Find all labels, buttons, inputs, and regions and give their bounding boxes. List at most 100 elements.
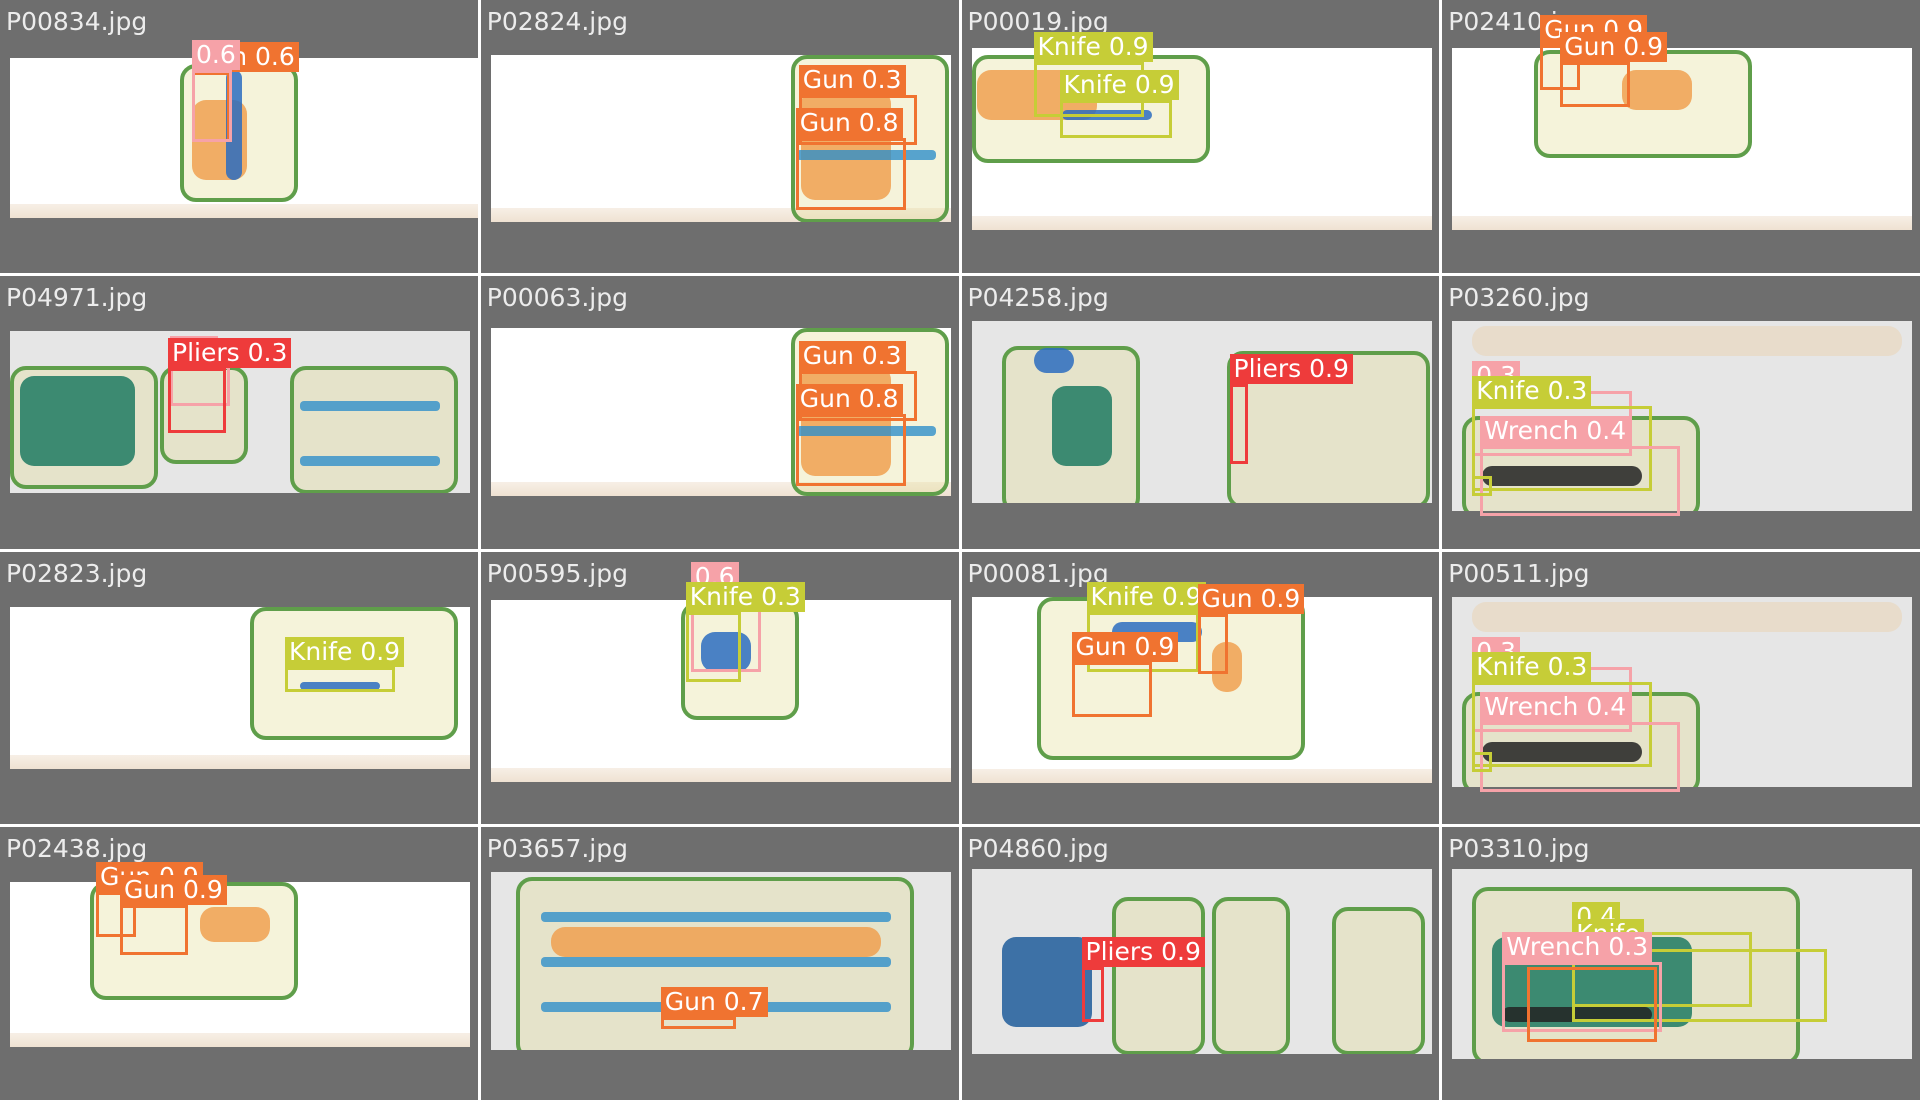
xray-object (200, 907, 270, 943)
xray-scan-image (971, 320, 1432, 503)
detection-box (1527, 967, 1658, 1043)
conveyor-floor (490, 767, 951, 782)
detection-box (1472, 475, 1493, 496)
xray-scan-image (10, 58, 478, 218)
xray-object (1051, 385, 1112, 466)
detection-box (1229, 383, 1248, 464)
xray-scan-image (490, 872, 951, 1051)
conveyor-floor (10, 754, 470, 769)
image-filename: P02824.jpg (486, 7, 628, 36)
detection-box (1472, 751, 1493, 772)
image-filename: P04860.jpg (967, 834, 1109, 864)
detection-label: Gun 0.7 (660, 987, 768, 1018)
thumbnail-tile[interactable]: P04860.jpg Pliers 0.9 (961, 827, 1440, 1100)
image-filename: P04971.jpg (6, 282, 148, 312)
detection-box (168, 367, 226, 433)
image-filename: P00019.jpg (967, 7, 1109, 36)
xray-object (550, 927, 881, 958)
detection-box (1480, 445, 1681, 516)
xray-object (1033, 347, 1074, 373)
conveyor-floor (490, 208, 951, 222)
detection-label: Pliers 0.9 (1081, 937, 1205, 968)
detection-box (285, 666, 395, 692)
thumbnail-tile[interactable]: P02410.jpg Gun 0.9 Gun 0.9 (1442, 0, 1920, 273)
xray-object (700, 631, 751, 672)
thumbnail-tile[interactable]: P00063.jpg Gun 0.3 Gun 0.8 (480, 275, 959, 549)
detection-label: Gun 0.9 (120, 875, 227, 906)
image-filename: P00834.jpg (6, 7, 148, 36)
conveyor-floor (1452, 216, 1913, 230)
detection-label: Gun 0.8 (795, 108, 903, 138)
detection-label: Gun 0.9 (1071, 631, 1179, 662)
luggage-strap (795, 425, 936, 436)
image-filename: P03260.jpg (1448, 282, 1590, 312)
conveyor-floor (10, 1033, 470, 1048)
xray-object (1482, 741, 1643, 762)
xray-object (1472, 325, 1903, 356)
xray-scan-image (10, 882, 470, 1048)
luggage-silhouette (290, 365, 458, 493)
detection-box (795, 138, 906, 210)
luggage-strap (540, 957, 891, 968)
detection-label: Gun 0.3 (798, 65, 906, 95)
thumbnail-tile[interactable]: P00595.jpg 0.6 Knife 0.3 (480, 551, 959, 825)
detection-label: Knife 0.9 (285, 636, 405, 667)
detection-label: Gun 0.9 (96, 862, 203, 893)
luggage-silhouette (1211, 897, 1290, 1055)
detection-label: 0.6 (192, 40, 240, 70)
detection-label: Gun 0.3 (798, 340, 906, 371)
thumbnail-tile[interactable]: P00834.jpg Gun 0.6 0.6 (0, 0, 478, 273)
thumbnail-tile[interactable]: P02824.jpg Gun 0.3 Gun 0.8 (480, 0, 959, 273)
image-filename: P00595.jpg (486, 558, 628, 588)
conveyor-floor (971, 216, 1432, 230)
thumbnail-tile[interactable]: P03657.jpg Gun 0.7 (480, 827, 959, 1100)
detection-box (1071, 661, 1152, 717)
xray-scan-image (10, 330, 470, 493)
xray-object (1001, 937, 1092, 1028)
image-filename: P00063.jpg (486, 282, 628, 312)
detection-label: Knife 0.3 (1472, 651, 1592, 682)
detection-label: Knife 0.3 (1472, 375, 1592, 406)
xray-object (1502, 1007, 1653, 1023)
image-filename: P03310.jpg (1448, 834, 1590, 864)
detection-label: Wrench 0.3 (1502, 932, 1653, 963)
detection-box (1560, 62, 1631, 107)
thumbnail-tile[interactable]: P02823.jpg Knife 0.9 (0, 551, 478, 825)
detection-box (1059, 100, 1172, 138)
luggage-silhouette (1331, 907, 1425, 1055)
detection-box (795, 413, 906, 486)
thumbnail-tile[interactable]: P00019.jpg Knife 0.9 Knife 0.9 (961, 0, 1440, 273)
luggage-strap (300, 455, 440, 466)
detection-box (1502, 962, 1663, 1033)
detection-label: Pliers 0.3 (168, 337, 292, 368)
detection-box (660, 1017, 736, 1030)
luggage-strap (540, 912, 891, 923)
image-filename: P04258.jpg (967, 282, 1109, 312)
luggage-silhouette (250, 606, 458, 740)
thumbnail-tile[interactable]: P04258.jpg Pliers 0.9 (961, 275, 1440, 549)
detection-label: Gun 0.9 (1197, 583, 1305, 614)
xray-object (300, 681, 380, 690)
detection-label: Gun 0.9 (1560, 32, 1668, 62)
conveyor-floor (10, 204, 478, 218)
detection-box (120, 905, 188, 956)
image-filename: P02823.jpg (6, 558, 148, 588)
image-filename: P03657.jpg (486, 834, 628, 864)
detection-label: Gun 0.8 (795, 383, 903, 414)
thumbnail-tile[interactable]: P00081.jpg Knife 0.9 Gun 0.9 Gun 0.9 (961, 551, 1440, 825)
detection-box (192, 70, 232, 142)
detection-box (96, 892, 136, 938)
detection-label: Knife 0.3 (685, 581, 805, 612)
xray-object (20, 375, 135, 466)
xray-object (1472, 601, 1903, 632)
xray-scan-image (10, 606, 470, 769)
detection-box (1480, 721, 1681, 792)
luggage-strap (300, 400, 440, 411)
luggage-silhouette (1111, 897, 1205, 1055)
detection-label: Pliers 0.9 (1229, 353, 1353, 384)
